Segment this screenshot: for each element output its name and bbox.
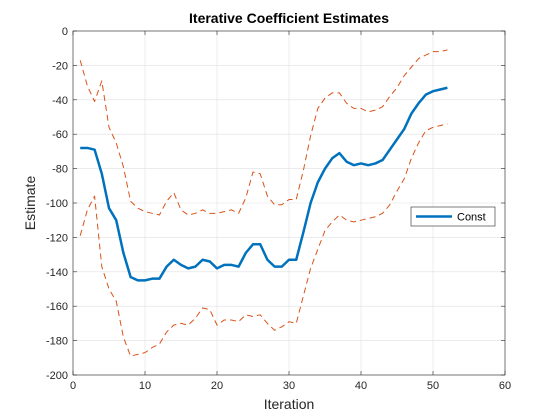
y-tick-label: -80: [52, 164, 68, 176]
x-tick-label: 50: [427, 380, 439, 392]
x-tick-label: 10: [139, 380, 151, 392]
x-axis-label: Iteration: [264, 396, 315, 412]
y-tick-label: -200: [46, 370, 68, 382]
series-line-const: [80, 86, 448, 282]
y-tick-label: -60: [52, 129, 68, 141]
y-tick-label: -140: [46, 267, 68, 279]
y-tick-label: -40: [52, 95, 68, 107]
chart-title: Iterative Coefficient Estimates: [189, 10, 389, 26]
x-tick-label: 40: [355, 380, 367, 392]
y-tick-label: -20: [52, 60, 68, 72]
upper-bound-line: [79, 49, 448, 216]
y-tick-label: 0: [62, 26, 68, 38]
axis-ticks: 0 10 20 30 40 50 60 0 -20 -40 -60 -80 -100 -120 -140 -1…: [46, 26, 511, 392]
y-tick-label: -160: [46, 301, 68, 313]
y-tick-label: -180: [46, 336, 68, 348]
plot-series: [79, 49, 448, 357]
x-tick-label: 60: [499, 380, 511, 392]
y-tick-label: -120: [46, 232, 68, 244]
x-tick-label: 30: [283, 380, 295, 392]
legend-box: [410, 206, 496, 227]
y-tick-label: -100: [46, 198, 68, 210]
legend-label-const: Const: [457, 212, 486, 224]
x-tick-label: 20: [211, 380, 223, 392]
y-axis-label: Estimate: [22, 176, 38, 231]
legend: Const: [410, 206, 496, 227]
x-tick-label: 0: [70, 380, 76, 392]
